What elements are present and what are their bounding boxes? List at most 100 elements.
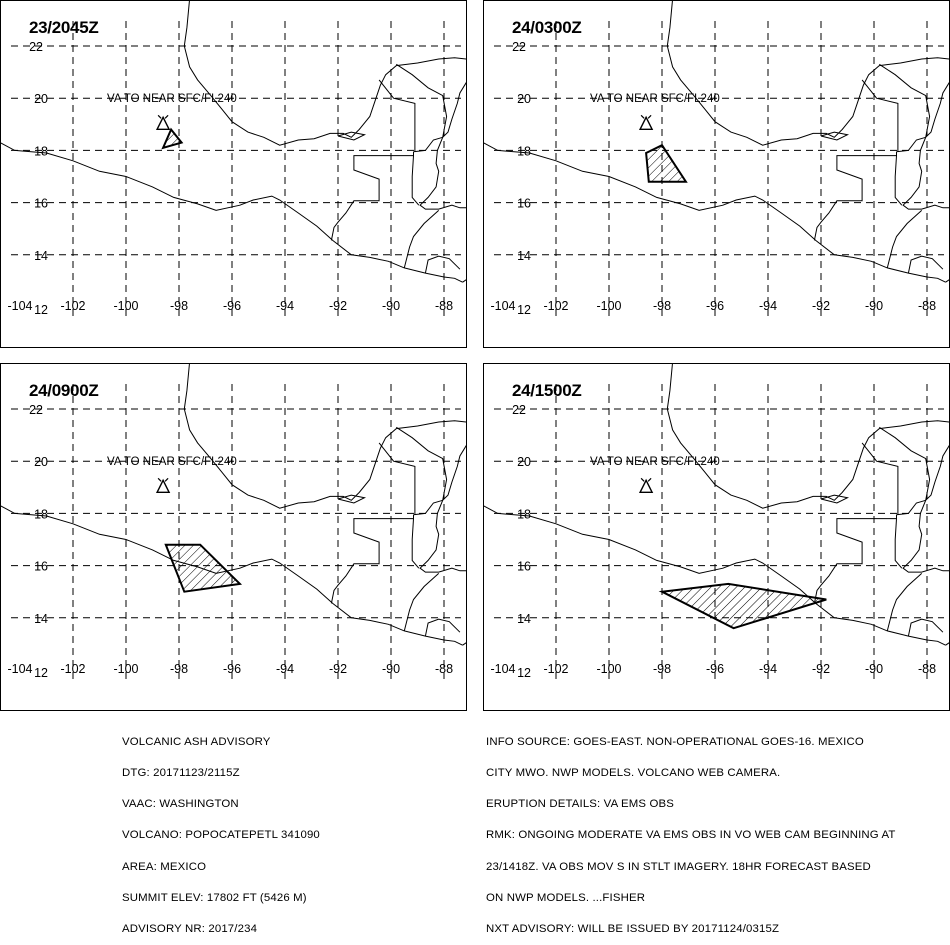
longitude-label: -98 [653,662,671,676]
latitude-label: 12 [517,303,531,317]
coast-border-line [894,155,903,206]
latitude-label: 12 [34,666,48,680]
coast-border-line [1,505,463,646]
coast-border-line [896,136,926,153]
advisory-area: AREA: MEXICO [122,860,207,873]
longitude-label: -100 [596,299,621,313]
ash-cloud-polygon [161,127,184,150]
coast-border-line [330,514,414,604]
coast-border-line [413,136,443,153]
coast-border-line [337,494,367,504]
longitude-label: -92 [812,662,830,676]
coast-border-line [861,79,899,152]
coastlines [1,364,466,646]
latitude-label: 14 [517,612,531,626]
advisory-remarks-end: ON NWP MODELS. ...FISHER [486,891,646,904]
coast-border-line [820,131,850,141]
coastlines [484,364,949,646]
coast-border-line [396,63,448,138]
lat-lon-grid [11,384,461,684]
longitude-label: -102 [60,299,85,313]
longitude-label: -88 [435,662,453,676]
coast-border-line [666,1,949,210]
advisory-details-right: INFO SOURCE: GOES-EAST. NON-OPERATIONAL … [486,716,895,945]
coast-border-line [879,63,931,138]
coast-border-line [462,642,466,646]
coast-border-line [330,151,414,241]
longitude-label: -104 [490,299,515,313]
latitude-label: 12 [517,666,531,680]
coast-border-line [886,210,923,269]
coast-border-line [403,210,440,269]
coast-border-line [907,618,944,637]
va-height-note: VA TO NEAR SFC/FL240 [590,93,720,105]
latitude-label: 20 [517,92,531,106]
advisory-remarks-cont: 23/1418Z. VA OBS MOV S IN STLT IMAGERY. … [486,860,871,873]
coastlines [484,1,949,283]
coast-border-line [378,442,416,515]
longitude-label: -88 [918,299,936,313]
coast-border-line [378,79,416,152]
panel-time-label: 23/2045Z [29,18,99,37]
longitude-label: -102 [543,299,568,313]
longitude-label: -92 [329,662,347,676]
advisory-next: NXT ADVISORY: WILL BE ISSUED BY 20171124… [486,923,780,936]
latitude-label: 18 [517,507,531,521]
longitude-label: -94 [759,662,777,676]
longitude-label: -90 [382,299,400,313]
latitude-label: 20 [517,455,531,469]
advisory-vaac: VAAC: WASHINGTON [122,798,239,811]
longitude-label: -96 [706,662,724,676]
coast-border-line [861,442,899,515]
coast-border-line [403,573,440,632]
longitude-label: -90 [865,299,883,313]
advisory-info-source: INFO SOURCE: GOES-EAST. NON-OPERATIONAL … [486,735,864,748]
coast-border-line [896,499,926,516]
coast-border-line [424,618,461,637]
forecast-panel-2045z: VA TO NEAR SFC/FL240 -104 -102 -100 -98 -96 -9… [0,0,467,348]
coast-border-line [813,151,897,241]
longitude-label: -94 [759,299,777,313]
advisory-summit-elev: SUMMIT ELEV: 17802 FT (5426 M) [122,891,307,904]
coast-border-line [411,155,420,206]
map-svg: VA TO NEAR SFC/FL240 -104 -102 -100 -98 -96 -9… [484,1,949,321]
latitude-label: 16 [517,197,531,211]
latitude-label: 22 [29,403,43,417]
longitude-label: -94 [276,299,294,313]
coast-border-line [820,494,850,504]
latitude-label: 16 [34,197,48,211]
forecast-panel-0300z: VA TO NEAR SFC/FL240 -104 -102 -100 -98 -96 -9… [483,0,950,348]
longitude-label: -100 [113,662,138,676]
forecast-panel-1500z: VA TO NEAR SFC/FL240 -104 -102 -100 -98 -96 -9… [483,363,950,711]
advisory-details-left: VOLCANIC ASH ADVISORY DTG: 20171123/2115… [122,716,320,945]
map-svg: VA TO NEAR SFC/FL240 -104 -102 -100 -98 -96 -9… [1,364,466,684]
coast-border-line [1,142,463,283]
coast-border-line [484,142,946,283]
latitude-label: 12 [34,303,48,317]
latitude-label: 20 [34,455,48,469]
latitude-label: 18 [34,507,48,521]
advisory-number: ADVISORY NR: 2017/234 [122,923,258,936]
advisory-title: VOLCANIC ASH ADVISORY [122,735,271,748]
panel-time-label: 24/1500Z [512,381,582,400]
longitude-label: -88 [435,299,453,313]
longitude-label: -96 [223,662,241,676]
longitude-label: -98 [653,299,671,313]
coast-border-line [879,426,931,501]
coast-border-line [183,364,466,573]
coast-border-line [396,426,448,501]
longitude-label: -96 [706,299,724,313]
panel-time-label: 24/0900Z [29,381,99,400]
volcano-triangle-icon [638,477,654,494]
coast-border-line [886,573,923,632]
advisory-dtg: DTG: 20171123/2115Z [122,767,240,780]
coast-border-line [945,642,949,646]
longitude-label: -104 [7,299,32,313]
lat-lon-grid [11,21,461,321]
longitude-label: -100 [113,299,138,313]
advisory-info-source-cont: CITY MWO. NWP MODELS. VOLCANO WEB CAMERA… [486,767,781,780]
lat-lon-grid [494,21,944,321]
longitude-label: -98 [170,662,188,676]
ash-cloud-polygon [645,143,688,183]
advisory-eruption-details: ERUPTION DETAILS: VA EMS OBS [486,798,674,811]
